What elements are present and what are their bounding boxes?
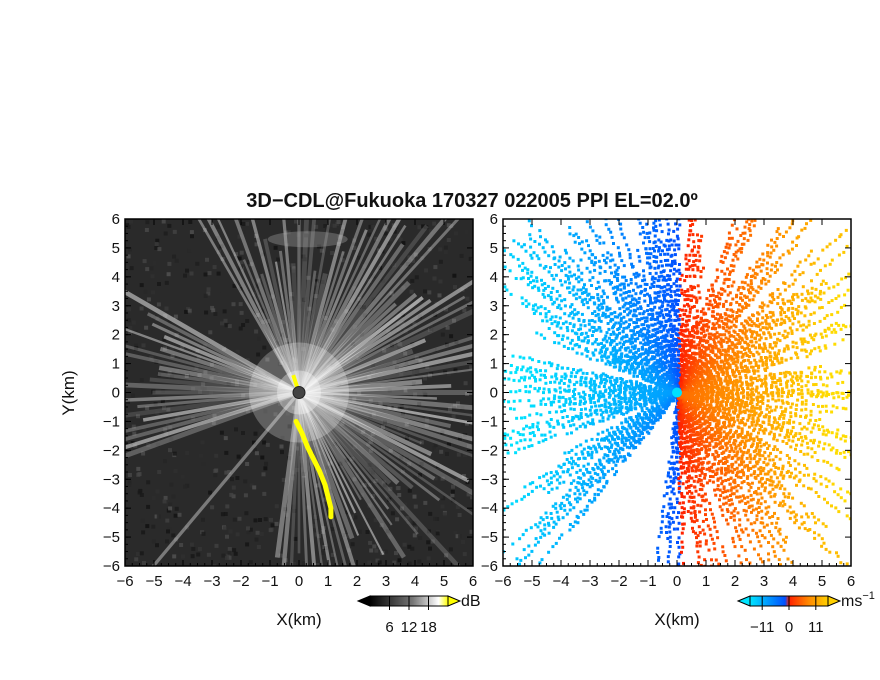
y-tick-label: −2 [103, 442, 120, 459]
colorbar-tick-label: 0 [785, 619, 793, 636]
x-tick-label: 3 [760, 573, 768, 590]
x-tick-label: −2 [610, 573, 627, 590]
colorbar-tick-label: 6 [385, 619, 393, 636]
y-tick-label: 4 [112, 269, 120, 286]
x-tick-label: −1 [261, 573, 278, 590]
reflectivity-ylabel: Y(km) [59, 370, 78, 415]
x-tick-label: 2 [731, 573, 739, 590]
x-tick-label: 1 [702, 573, 710, 590]
y-tick-label: 3 [490, 298, 498, 315]
y-tick-label: −5 [481, 529, 498, 546]
x-tick-label: 5 [818, 573, 826, 590]
y-tick-label: 5 [112, 240, 120, 257]
y-tick-label: −1 [103, 413, 120, 430]
x-tick-label: −3 [581, 573, 598, 590]
reflectivity-ticks: −6 −5 −4 −3 −2 −1 0 1 2 3 4 5 6 6 5 4 3 2 1 0 −1 −2 −3 −4 −5 −6 [103, 211, 477, 590]
y-tick-label: 2 [112, 327, 120, 344]
x-tick-label: −5 [145, 573, 162, 590]
velocity-panel: −6 −5 −4 −3 −2 −1 0 1 2 3 4 5 6 6 5 4 3 2 1 0 −1 −2 −3 −4 −5 −6 X… [481, 211, 855, 629]
x-tick-label: −2 [232, 573, 249, 590]
x-tick-label: 3 [382, 573, 390, 590]
reflectivity-colorbar: 6 12 18 dB [356, 593, 481, 636]
velocity-xlabel: X(km) [654, 610, 699, 629]
y-tick-label: −6 [481, 558, 498, 575]
y-tick-label: 2 [490, 327, 498, 344]
y-tick-label: 1 [112, 356, 120, 373]
colorbar-tick-label: 11 [808, 619, 824, 636]
y-tick-label: −5 [103, 529, 120, 546]
y-tick-label: 5 [490, 240, 498, 257]
velocity-ticks: −6 −5 −4 −3 −2 −1 0 1 2 3 4 5 6 6 5 4 3 2 1 0 −1 −2 −3 −4 −5 −6 [481, 211, 855, 590]
y-tick-label: 0 [112, 385, 120, 402]
x-tick-label: 0 [295, 573, 303, 590]
velocity-colorbar-unit: ms−1 [841, 590, 875, 610]
x-tick-label: 2 [353, 573, 361, 590]
y-tick-label: −4 [103, 500, 120, 517]
y-tick-label: −3 [103, 471, 120, 488]
x-tick-label: 0 [673, 573, 681, 590]
colorbar-tick-label: −11 [750, 619, 774, 636]
y-tick-label: 4 [490, 269, 498, 286]
y-tick-label: −2 [481, 442, 498, 459]
chart-title: 3D−CDL@Fukuoka 170327 022005 PPI EL=02.0… [246, 190, 698, 212]
y-tick-label: −3 [481, 471, 498, 488]
x-tick-label: −3 [203, 573, 220, 590]
x-tick-label: −1 [639, 573, 656, 590]
velocity-image [503, 219, 851, 566]
reflectivity-colorbar-unit: dB [461, 593, 481, 610]
x-tick-label: 6 [847, 573, 855, 590]
x-tick-label: −4 [552, 573, 569, 590]
y-tick-label: 6 [112, 211, 120, 228]
velocity-colorbar: −11 0 11 ms−1 [736, 590, 875, 636]
colorbar-tick-label: 18 [420, 619, 437, 636]
y-tick-label: 6 [490, 211, 498, 228]
y-tick-label: −4 [481, 500, 498, 517]
y-tick-label: −6 [103, 558, 120, 575]
x-tick-label: 6 [469, 573, 477, 590]
y-tick-label: 3 [112, 298, 120, 315]
y-tick-label: 1 [490, 356, 498, 373]
x-tick-label: 4 [789, 573, 797, 590]
x-tick-label: −6 [116, 573, 133, 590]
reflectivity-panel: −6 −5 −4 −3 −2 −1 0 1 2 3 4 5 6 6 5 4 3 2 1 0 −1 −2 −3 −4 −5 −6 X… [59, 211, 477, 629]
reflectivity-image [125, 219, 473, 566]
x-tick-label: 1 [324, 573, 332, 590]
y-tick-label: 0 [490, 385, 498, 402]
x-tick-label: −5 [523, 573, 540, 590]
y-tick-label: −1 [481, 413, 498, 430]
colorbar-tick-label: 12 [401, 619, 418, 636]
x-tick-label: 5 [440, 573, 448, 590]
x-tick-label: −6 [494, 573, 511, 590]
reflectivity-xlabel: X(km) [276, 610, 321, 629]
x-tick-label: 4 [411, 573, 419, 590]
x-tick-label: −4 [174, 573, 191, 590]
